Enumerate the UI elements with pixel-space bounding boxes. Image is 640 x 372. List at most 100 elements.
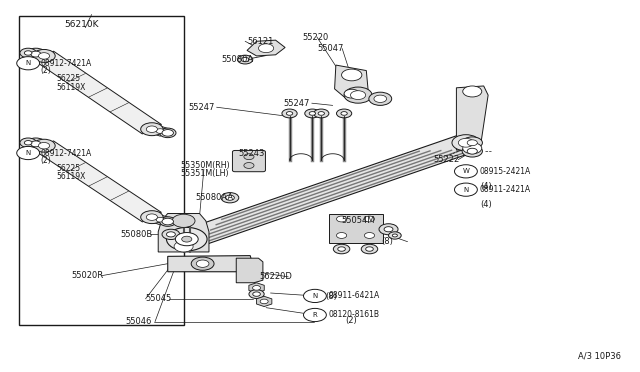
Circle shape xyxy=(166,232,175,237)
Circle shape xyxy=(259,44,274,52)
Text: 56220D: 56220D xyxy=(260,272,292,281)
Circle shape xyxy=(467,140,477,146)
Text: 56210K: 56210K xyxy=(64,20,99,29)
Circle shape xyxy=(454,165,477,178)
Circle shape xyxy=(147,126,157,132)
Circle shape xyxy=(33,139,55,152)
Circle shape xyxy=(38,53,49,59)
Polygon shape xyxy=(35,141,161,222)
Text: W: W xyxy=(463,169,469,174)
Circle shape xyxy=(364,216,374,222)
Text: 55080B: 55080B xyxy=(120,230,152,239)
Circle shape xyxy=(31,51,41,57)
Text: N: N xyxy=(312,293,317,299)
Circle shape xyxy=(237,55,253,64)
Circle shape xyxy=(286,112,292,115)
Circle shape xyxy=(31,141,41,147)
Text: 55080AA: 55080AA xyxy=(196,193,234,202)
Circle shape xyxy=(249,290,264,298)
Text: 55220: 55220 xyxy=(302,33,328,42)
Circle shape xyxy=(458,138,474,147)
Text: 08911-6421A: 08911-6421A xyxy=(328,291,380,301)
Circle shape xyxy=(159,128,176,138)
Circle shape xyxy=(351,91,365,100)
Text: 08120-8161B: 08120-8161B xyxy=(328,311,380,320)
Text: 55047: 55047 xyxy=(317,44,344,54)
Bar xyxy=(329,214,383,243)
Polygon shape xyxy=(456,86,488,150)
Circle shape xyxy=(305,109,320,118)
Circle shape xyxy=(342,69,362,81)
Text: (2): (2) xyxy=(346,316,357,326)
Circle shape xyxy=(20,138,36,148)
Circle shape xyxy=(244,154,254,160)
Circle shape xyxy=(388,232,401,239)
Circle shape xyxy=(341,112,348,115)
Text: (4): (4) xyxy=(480,200,492,209)
Text: 08912-7421A: 08912-7421A xyxy=(41,59,92,68)
Polygon shape xyxy=(236,258,263,283)
Circle shape xyxy=(191,257,214,270)
Text: (4): (4) xyxy=(480,182,492,191)
Polygon shape xyxy=(335,65,369,100)
Circle shape xyxy=(318,112,324,115)
Circle shape xyxy=(338,247,346,251)
Circle shape xyxy=(462,137,483,149)
Circle shape xyxy=(24,141,32,145)
Text: 55046: 55046 xyxy=(126,317,152,326)
FancyBboxPatch shape xyxy=(232,150,266,172)
Circle shape xyxy=(225,195,234,200)
Circle shape xyxy=(147,214,157,220)
Circle shape xyxy=(241,57,249,62)
Circle shape xyxy=(337,216,347,222)
Circle shape xyxy=(384,227,393,232)
Text: 55045: 55045 xyxy=(145,294,171,303)
Text: (2): (2) xyxy=(41,66,52,75)
Circle shape xyxy=(361,244,378,254)
Text: 55350M(RH): 55350M(RH) xyxy=(180,161,230,170)
Text: 55080A: 55080A xyxy=(221,55,254,64)
Text: 08912-7421A: 08912-7421A xyxy=(41,148,92,157)
Circle shape xyxy=(162,229,180,240)
Circle shape xyxy=(20,48,36,58)
Text: 55054M: 55054M xyxy=(341,216,374,225)
Circle shape xyxy=(162,218,173,225)
Text: (2): (2) xyxy=(41,156,52,165)
Text: A/3 10P36: A/3 10P36 xyxy=(579,352,621,361)
Circle shape xyxy=(196,260,209,267)
Text: 08915-2421A: 08915-2421A xyxy=(480,167,531,176)
Circle shape xyxy=(17,147,40,160)
Circle shape xyxy=(175,232,198,246)
Circle shape xyxy=(26,138,46,150)
Circle shape xyxy=(282,109,297,118)
Circle shape xyxy=(379,224,398,235)
Text: 55243: 55243 xyxy=(239,148,265,157)
Circle shape xyxy=(337,232,347,238)
Circle shape xyxy=(303,289,326,302)
Circle shape xyxy=(166,227,207,251)
Circle shape xyxy=(463,143,482,154)
Circle shape xyxy=(38,142,49,149)
Text: (8): (8) xyxy=(326,292,337,301)
Text: 56119X: 56119X xyxy=(57,83,86,92)
Bar xyxy=(19,16,184,325)
Circle shape xyxy=(303,308,326,321)
Circle shape xyxy=(467,148,477,154)
Circle shape xyxy=(244,163,254,169)
Circle shape xyxy=(253,292,260,296)
Polygon shape xyxy=(35,51,161,134)
Circle shape xyxy=(337,109,352,118)
Circle shape xyxy=(26,48,46,60)
Text: 56225: 56225 xyxy=(57,74,81,83)
Circle shape xyxy=(260,299,268,304)
Circle shape xyxy=(182,236,192,242)
Circle shape xyxy=(156,129,164,133)
Text: 55247: 55247 xyxy=(284,99,310,108)
Circle shape xyxy=(159,217,176,226)
Polygon shape xyxy=(247,40,285,56)
Circle shape xyxy=(172,214,195,227)
Circle shape xyxy=(365,247,373,251)
Text: 55351M(LH): 55351M(LH) xyxy=(180,169,229,179)
Circle shape xyxy=(174,241,193,252)
Text: 56119X: 56119X xyxy=(57,172,86,181)
